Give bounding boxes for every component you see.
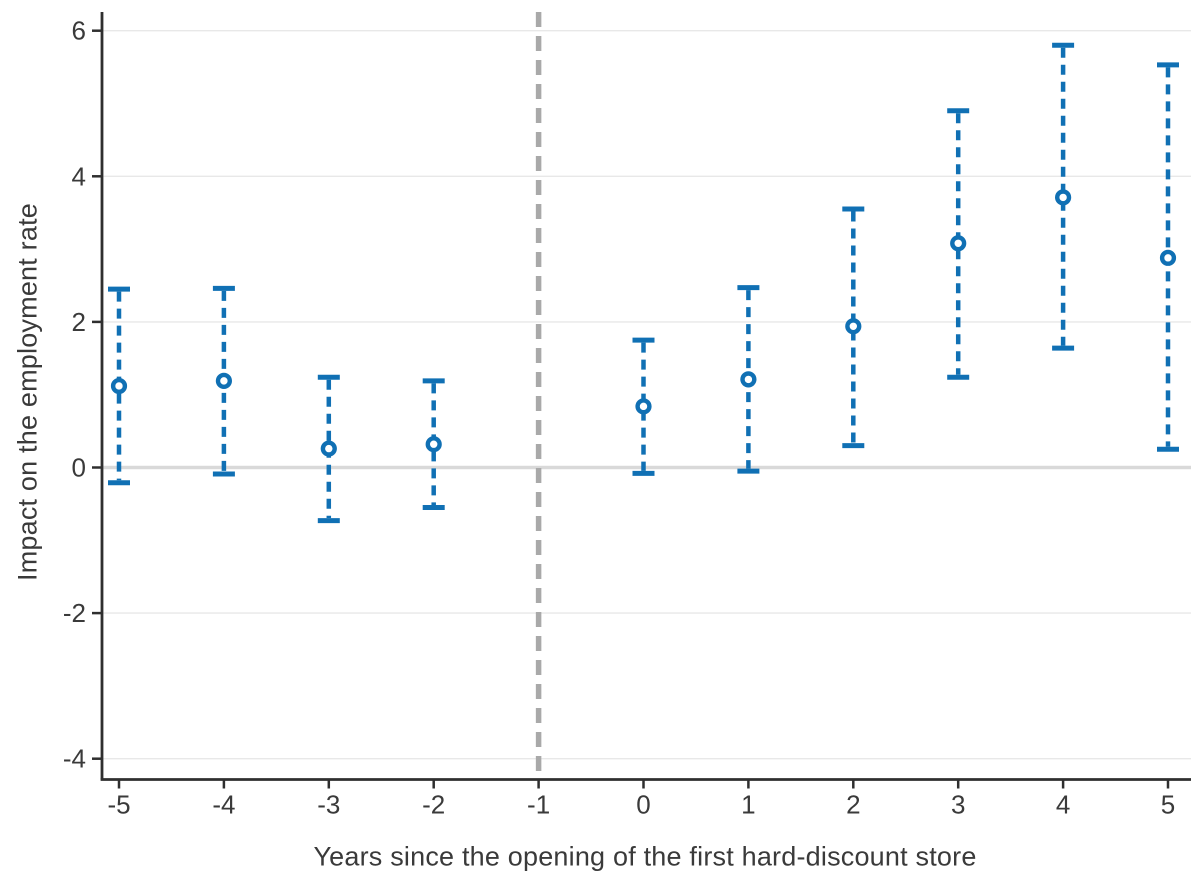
x-tick-label: -3	[317, 790, 340, 820]
x-tick-label: -1	[527, 790, 550, 820]
x-tick-label: 3	[951, 790, 965, 820]
point-marker	[1054, 189, 1072, 206]
point-marker	[110, 377, 128, 395]
x-tick-label: 4	[1056, 790, 1070, 820]
point-marker	[320, 440, 337, 457]
x-tick-label: 1	[741, 790, 755, 820]
x-tick-label: -5	[107, 790, 130, 820]
x-axis-title: Years since the opening of the first har…	[313, 841, 977, 872]
y-tick-label: 0	[72, 453, 86, 483]
y-tick-label: 6	[72, 16, 86, 46]
point-marker	[425, 436, 442, 453]
point-marker	[215, 372, 233, 389]
point-marker	[1159, 249, 1177, 266]
point-marker	[635, 398, 652, 415]
x-tick-label: 0	[636, 790, 650, 820]
y-tick-label: -2	[63, 598, 86, 628]
point-marker	[740, 371, 757, 388]
x-tick-label: -2	[422, 790, 445, 820]
x-tick-label: 2	[846, 790, 860, 820]
y-tick-label: 4	[72, 161, 86, 191]
point-marker	[950, 235, 967, 252]
x-tick-label: -4	[212, 790, 235, 820]
point-marker	[845, 318, 862, 335]
y-tick-label: -4	[63, 744, 86, 774]
y-tick-label: 2	[72, 307, 86, 337]
x-tick-label: 5	[1161, 790, 1175, 820]
